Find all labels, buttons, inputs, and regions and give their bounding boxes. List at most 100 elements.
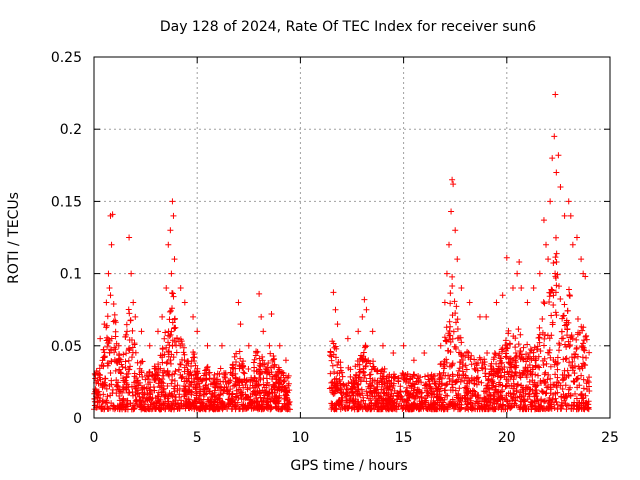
data-point bbox=[456, 334, 463, 341]
data-point bbox=[541, 355, 548, 362]
data-point bbox=[237, 321, 244, 328]
data-point bbox=[248, 398, 255, 405]
data-point bbox=[564, 307, 571, 314]
data-point bbox=[257, 389, 264, 396]
data-point bbox=[260, 361, 267, 368]
data-point bbox=[410, 357, 417, 364]
data-point bbox=[489, 404, 496, 411]
data-point bbox=[463, 366, 470, 373]
data-point bbox=[236, 348, 243, 355]
data-point bbox=[327, 349, 334, 356]
data-point bbox=[561, 322, 568, 329]
data-point bbox=[265, 360, 272, 367]
axis-ticks bbox=[93, 56, 611, 419]
data-point bbox=[519, 371, 526, 378]
data-point bbox=[220, 402, 227, 409]
data-point bbox=[555, 347, 562, 354]
data-point bbox=[334, 362, 341, 369]
data-point bbox=[258, 398, 265, 405]
data-point bbox=[111, 311, 118, 318]
data-point bbox=[129, 344, 136, 351]
data-point bbox=[261, 392, 268, 399]
data-point bbox=[126, 347, 133, 354]
data-point bbox=[422, 381, 429, 388]
data-point bbox=[217, 391, 224, 398]
data-point bbox=[361, 402, 368, 409]
data-point bbox=[460, 371, 467, 378]
data-point bbox=[378, 386, 385, 393]
data-point bbox=[536, 270, 543, 277]
data-point bbox=[371, 399, 378, 406]
data-point bbox=[127, 317, 134, 324]
data-point bbox=[573, 234, 580, 241]
data-point bbox=[452, 227, 459, 234]
data-point bbox=[263, 375, 270, 382]
data-point bbox=[573, 344, 580, 351]
data-point bbox=[125, 346, 132, 353]
data-point bbox=[204, 342, 211, 349]
data-point bbox=[242, 381, 249, 388]
data-point bbox=[373, 386, 380, 393]
data-point bbox=[181, 393, 188, 400]
data-point bbox=[171, 377, 178, 384]
data-point bbox=[267, 406, 274, 413]
data-point bbox=[476, 406, 483, 413]
data-point bbox=[466, 299, 473, 306]
data-point bbox=[139, 358, 146, 365]
data-point bbox=[555, 152, 562, 159]
data-point bbox=[442, 392, 449, 399]
data-point bbox=[167, 227, 174, 234]
data-point bbox=[458, 339, 465, 346]
data-point bbox=[521, 397, 528, 404]
data-point bbox=[444, 404, 451, 411]
data-point bbox=[356, 369, 363, 376]
x-tick-label: 15 bbox=[395, 430, 413, 446]
data-point bbox=[183, 362, 190, 369]
data-point bbox=[520, 344, 527, 351]
data-point bbox=[569, 358, 576, 365]
data-point bbox=[107, 369, 114, 376]
data-point bbox=[196, 405, 203, 412]
data-point bbox=[117, 369, 124, 376]
data-point bbox=[550, 260, 557, 267]
data-point bbox=[147, 401, 154, 408]
data-point bbox=[218, 342, 225, 349]
data-point bbox=[103, 385, 110, 392]
data-point bbox=[188, 402, 195, 409]
data-point bbox=[474, 374, 481, 381]
data-point bbox=[541, 335, 548, 342]
data-point bbox=[456, 401, 463, 408]
data-point bbox=[557, 296, 564, 303]
data-point bbox=[497, 381, 504, 388]
data-point bbox=[451, 343, 458, 350]
data-point bbox=[503, 254, 510, 261]
data-point bbox=[164, 358, 171, 365]
data-point bbox=[339, 404, 346, 411]
data-point bbox=[517, 356, 524, 363]
data-point bbox=[532, 362, 539, 369]
data-point bbox=[136, 365, 143, 372]
data-point bbox=[464, 390, 471, 397]
data-point bbox=[506, 355, 513, 362]
data-point bbox=[559, 371, 566, 378]
data-point bbox=[541, 371, 548, 378]
data-point bbox=[140, 398, 147, 405]
data-point bbox=[503, 354, 510, 361]
data-point bbox=[356, 361, 363, 368]
data-point bbox=[119, 363, 126, 370]
data-point bbox=[502, 353, 509, 360]
data-point bbox=[374, 399, 381, 406]
data-point bbox=[214, 384, 221, 391]
data-point bbox=[549, 287, 556, 294]
data-point bbox=[98, 362, 105, 369]
data-point bbox=[492, 406, 499, 413]
data-point bbox=[586, 349, 593, 356]
data-point bbox=[221, 384, 228, 391]
data-point bbox=[415, 378, 422, 385]
data-point bbox=[204, 363, 211, 370]
data-point bbox=[165, 339, 172, 346]
data-point bbox=[563, 344, 570, 351]
data-point bbox=[553, 282, 560, 289]
data-point bbox=[256, 290, 263, 297]
grid-lines bbox=[94, 57, 610, 418]
